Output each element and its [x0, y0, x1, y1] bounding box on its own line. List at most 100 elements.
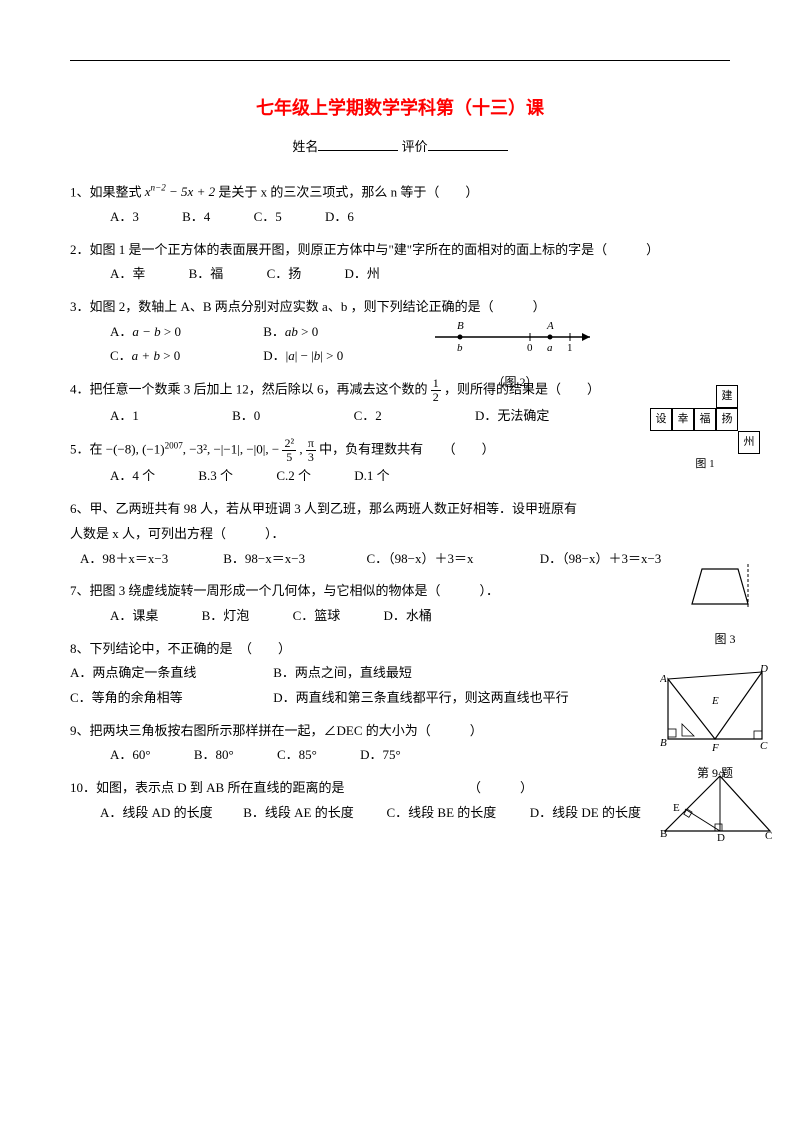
trapezoid-svg [690, 564, 760, 619]
numberline-svg: B A b 0 a 1 [430, 317, 600, 362]
q1-expr: xn−2 − 5x + 2 [145, 184, 215, 199]
q9-C: C．85° [277, 743, 317, 768]
name-eval-line: 姓名 评价 [70, 135, 730, 160]
q4-frac: 12 [431, 377, 441, 404]
svg-text:1: 1 [567, 342, 573, 354]
q3-B: B．ab > 0 [263, 320, 413, 345]
q10-D: D．线段 DE 的长度 [530, 801, 641, 826]
axis-B: B [457, 320, 464, 332]
q3-C: C．a + b > 0 [110, 344, 260, 369]
axis-A: A [546, 320, 554, 332]
q7-D: D．水桶 [383, 604, 431, 629]
q6-A: A．98＋x＝x−3 [80, 547, 220, 572]
q8-B: B．两点之间，直线最短 [273, 665, 412, 680]
q6-l2: 人数是 x 人，可列出方程（ ）． [70, 522, 730, 547]
q7-options: A．课桌 B．灯泡 C．篮球 D．水桶 [70, 604, 730, 629]
figure-9-triangles: A B C D E F 第 9 题 [660, 664, 770, 785]
q1-D: D．6 [325, 205, 354, 230]
eval-label: 评价 [402, 139, 428, 154]
q2-options: A．幸 B．福 C．扬 D．州 [70, 262, 730, 287]
svg-text:D: D [717, 832, 725, 841]
top-rule [70, 60, 730, 61]
svg-text:F: F [711, 742, 719, 754]
q9-D: D．75° [360, 743, 401, 768]
svg-text:E: E [711, 695, 719, 707]
q4-post: ，则所得的结果是（ ） [444, 382, 600, 397]
q1-post: 是关于 x 的三次三项式，那么 n 等于（ ） [218, 184, 478, 199]
q6-D: D．（98−x）＋3＝x−3 [540, 547, 662, 572]
q7-B: B．灯泡 [202, 604, 250, 629]
q4-C: C．2 [354, 404, 382, 429]
q5-c: 中，负有理数共有 （ ） [319, 442, 495, 457]
q5-C: C.2 个 [276, 464, 311, 489]
net-below: 州 [738, 431, 760, 454]
q4-options: A．1 B．0 C．2 D．无法确定 [70, 404, 730, 429]
eval-blank[interactable] [428, 137, 508, 151]
q9-options: A．60° B．80° C．85° D．75° [70, 743, 730, 768]
q6-options: A．98＋x＝x−3 B．98−x＝x−3 C．（98−x）＋3＝x D．（98… [70, 547, 730, 572]
q9-B: B．80° [194, 743, 234, 768]
name-blank[interactable] [318, 137, 398, 151]
q5-b: , −3², −|−1|, −|0|, − [183, 442, 283, 457]
q1-options: A．3 B．4 C．5 D．6 [70, 205, 730, 230]
q8-A: A．两点确定一条直线 [70, 661, 270, 686]
q10-options: A．线段 AD 的长度 B．线段 AE 的长度 C．线段 BE 的长度 D．线段… [70, 801, 730, 826]
svg-text:B: B [660, 828, 667, 840]
question-9: 9、把两块三角板按右图所示那样拼在一起，∠DEC 的大小为（ ） A．60° B… [70, 719, 730, 768]
q6-l1: 6、甲、乙两班共有 98 人，若从甲班调 3 人到乙班，那么两班人数正好相等．设… [70, 497, 730, 522]
q4-A: A．1 [110, 404, 139, 429]
q1-A: A．3 [110, 205, 139, 230]
q1-C: C．5 [254, 205, 282, 230]
q5-B: B.3 个 [198, 464, 233, 489]
svg-text:C: C [765, 830, 772, 841]
q5-options: A．4 个 B.3 个 C.2 个 D.1 个 [70, 464, 730, 489]
q10-B: B．线段 AE 的长度 [243, 801, 383, 826]
q4-D: D．无法确定 [475, 404, 549, 429]
question-5: 5．在 −(−8), (−1)2007, −3², −|−1|, −|0|, −… [70, 437, 730, 489]
q4-B: B．0 [232, 404, 260, 429]
q7-C: C．篮球 [293, 604, 341, 629]
question-3: 3．如图 2，数轴上 A、B 两点分别对应实数 a、b ，则下列结论正确的是（ … [70, 295, 730, 369]
q8-D: D．两直线和第三条直线都平行，则这两直线也平行 [273, 690, 568, 705]
figure-10-triangle: A B C D E [660, 771, 775, 850]
q10-C: C．线段 BE 的长度 [387, 801, 527, 826]
page-title: 七年级上学期数学学科第（十三）课 [70, 91, 730, 125]
svg-text:C: C [760, 740, 768, 752]
q5-frac1: 2²5 [282, 437, 296, 464]
q5-frac2: π3 [306, 437, 316, 464]
question-2: 2．如图 1 是一个正方体的表面展开图，则原正方体中与"建"字所在的面相对的面上… [70, 238, 730, 287]
q3-A: A．a − b > 0 [110, 320, 260, 345]
name-label: 姓名 [292, 139, 318, 154]
svg-text:B: B [660, 737, 667, 749]
svg-text:A: A [660, 673, 667, 685]
q5-a: 5．在 −(−8), (−1) [70, 442, 165, 457]
question-1: 1、如果整式 xn−2 − 5x + 2 是关于 x 的三次三项式，那么 n 等… [70, 180, 730, 230]
svg-text:D: D [759, 664, 768, 675]
q10-A: A．线段 AD 的长度 [100, 801, 240, 826]
q3-D: D．|a| − |b| > 0 [263, 344, 413, 369]
q8-text: 8、下列结论中，不正确的是 （ ） [70, 637, 730, 662]
q8-options: A．两点确定一条直线 B．两点之间，直线最短 C．等角的余角相等 D．两直线和第… [70, 661, 730, 710]
question-7: 7、把图 3 绕虚线旋转一周形成一个几何体，与它相似的物体是（ ）． A．课桌 … [70, 579, 730, 628]
q4-pre: 4．把任意一个数乘 3 后加上 12，然后除以 6，再减去这个数的 [70, 382, 431, 397]
question-6: 6、甲、乙两班共有 98 人，若从甲班调 3 人到乙班，那么两班人数正好相等．设… [70, 497, 730, 571]
q10-text: 10．如图，表示点 D 到 AB 所在直线的距离的是 （ ） [70, 776, 730, 801]
svg-text:A: A [718, 771, 726, 778]
q2-B: B．福 [189, 262, 224, 287]
q5-D: D.1 个 [354, 464, 389, 489]
q3-text: 3．如图 2，数轴上 A、B 两点分别对应实数 a、b ，则下列结论正确的是（ … [70, 299, 546, 314]
question-10: 10．如图，表示点 D 到 AB 所在直线的距离的是 （ ） A．线段 AD 的… [70, 776, 730, 825]
q3-options: A．a − b > 0 B．ab > 0 C．a + b > 0 D．|a| −… [70, 320, 730, 369]
q7-text: 7、把图 3 绕虚线旋转一周形成一个几何体，与它相似的物体是（ ）． [70, 583, 499, 598]
q1-pre: 1、如果整式 [70, 184, 145, 199]
q5-A: A．4 个 [110, 464, 155, 489]
question-8: 8、下列结论中，不正确的是 （ ） A．两点确定一条直线 B．两点之间，直线最短… [70, 637, 730, 711]
q6-C: C．（98−x）＋3＝x [367, 547, 537, 572]
question-4: 4．把任意一个数乘 3 后加上 12，然后除以 6，再减去这个数的 12 ，则所… [70, 377, 730, 429]
q2-text: 2．如图 1 是一个正方体的表面展开图，则原正方体中与"建"字所在的面相对的面上… [70, 242, 659, 257]
triangles-svg: A B C D E F [660, 664, 770, 754]
worksheet-page: 七年级上学期数学学科第（十三）课 姓名 评价 1、如果整式 xn−2 − 5x … [70, 60, 730, 825]
svg-text:0: 0 [527, 342, 533, 354]
triangle-svg: A B C D E [660, 771, 775, 841]
svg-text:a: a [547, 342, 553, 354]
